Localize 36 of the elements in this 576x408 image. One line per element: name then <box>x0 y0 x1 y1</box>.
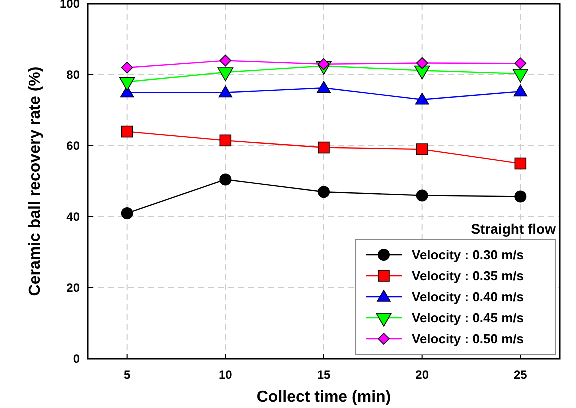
point <box>220 174 232 186</box>
y-tick-label: 0 <box>73 352 80 366</box>
point <box>318 142 330 154</box>
y-axis-title: Ceramic ball recovery rate (%) <box>27 66 44 296</box>
point <box>121 62 134 74</box>
point <box>416 144 428 156</box>
legend-label: Velocity : 0.40 m/s <box>412 290 524 304</box>
point <box>514 158 527 170</box>
x-axis-title: Collect time (min) <box>256 389 392 406</box>
point <box>416 190 428 202</box>
point <box>220 54 232 67</box>
point <box>514 84 528 97</box>
point <box>220 134 232 147</box>
point <box>218 86 233 98</box>
point <box>514 58 527 70</box>
x-tick-label: 10 <box>218 368 233 382</box>
point <box>317 81 331 94</box>
legend-label: Velocity : 0.50 m/s <box>412 332 524 346</box>
x-tick-label: 15 <box>317 368 331 382</box>
y-tick-label: 40 <box>66 210 80 224</box>
y-tick-label: 80 <box>66 68 80 82</box>
point <box>121 207 134 220</box>
x-tick-label: 5 <box>124 368 131 382</box>
point <box>416 57 428 70</box>
x-tick-label: 20 <box>416 368 430 382</box>
y-tick-label: 20 <box>66 281 80 295</box>
legend-label: Velocity : 0.35 m/s <box>412 268 524 284</box>
point <box>318 186 330 198</box>
legend-label: Velocity : 0.45 m/s <box>412 310 524 326</box>
x-tick-label: 25 <box>514 368 528 382</box>
legend-label: Velocity : 0.30 m/s <box>412 248 524 262</box>
y-tick-label: 60 <box>66 139 80 153</box>
point <box>121 126 134 138</box>
legend-title: Straight flow <box>471 221 556 237</box>
point <box>415 92 430 105</box>
point <box>514 190 527 203</box>
